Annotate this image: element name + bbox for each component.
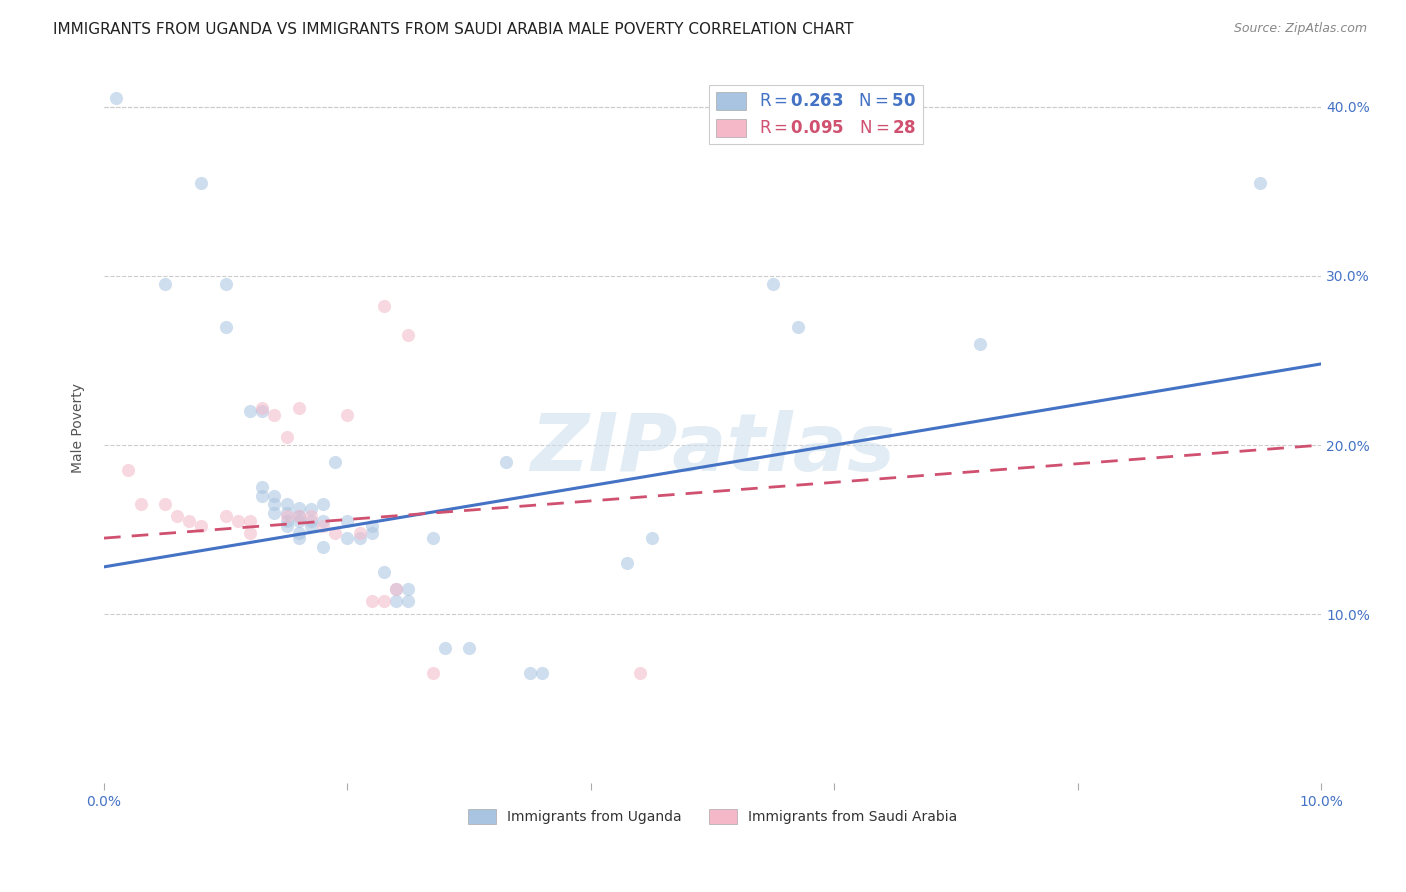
Point	[299, 509, 322, 524]
Point	[252, 404, 274, 418]
Point	[179, 514, 201, 528]
Point	[287, 500, 309, 515]
Point	[153, 277, 176, 292]
Text: IMMIGRANTS FROM UGANDA VS IMMIGRANTS FROM SAUDI ARABIA MALE POVERTY CORRELATION : IMMIGRANTS FROM UGANDA VS IMMIGRANTS FRO…	[53, 22, 853, 37]
Point	[373, 593, 395, 607]
Point	[252, 401, 274, 415]
Text: ZIPatlas: ZIPatlas	[530, 410, 896, 489]
Point	[276, 429, 298, 443]
Point	[336, 408, 359, 422]
Point	[239, 404, 262, 418]
Point	[495, 455, 517, 469]
Point	[166, 509, 188, 524]
Point	[641, 531, 664, 545]
Point	[190, 519, 212, 533]
Point	[1249, 176, 1271, 190]
Point	[215, 319, 238, 334]
Point	[373, 565, 395, 579]
Point	[616, 557, 638, 571]
Point	[252, 480, 274, 494]
Point	[299, 514, 322, 528]
Point	[215, 509, 238, 524]
Point	[105, 91, 128, 105]
Point	[190, 176, 212, 190]
Point	[276, 514, 298, 528]
Point	[276, 519, 298, 533]
Point	[385, 582, 408, 596]
Point	[360, 519, 382, 533]
Point	[287, 509, 309, 524]
Point	[239, 514, 262, 528]
Point	[263, 506, 285, 520]
Point	[276, 497, 298, 511]
Point	[276, 509, 298, 524]
Point	[373, 299, 395, 313]
Point	[287, 509, 309, 524]
Point	[287, 401, 309, 415]
Point	[628, 666, 651, 681]
Point	[252, 489, 274, 503]
Point	[263, 489, 285, 503]
Point	[786, 319, 808, 334]
Point	[360, 526, 382, 541]
Point	[349, 531, 371, 545]
Point	[323, 526, 346, 541]
Point	[336, 531, 359, 545]
Point	[385, 593, 408, 607]
Point	[360, 593, 382, 607]
Point	[153, 497, 176, 511]
Point	[396, 593, 419, 607]
Point	[312, 540, 335, 554]
Point	[287, 526, 309, 541]
Point	[433, 641, 456, 656]
Point	[312, 497, 335, 511]
Point	[312, 514, 335, 528]
Point	[287, 514, 309, 528]
Point	[129, 497, 152, 511]
Point	[531, 666, 554, 681]
Point	[396, 582, 419, 596]
Point	[396, 328, 419, 343]
Point	[458, 641, 481, 656]
Point	[336, 514, 359, 528]
Point	[299, 519, 322, 533]
Point	[299, 502, 322, 516]
Point	[762, 277, 785, 292]
Point	[287, 531, 309, 545]
Point	[276, 506, 298, 520]
Point	[215, 277, 238, 292]
Point	[263, 408, 285, 422]
Point	[519, 666, 541, 681]
Y-axis label: Male Poverty: Male Poverty	[72, 384, 86, 473]
Point	[385, 582, 408, 596]
Point	[969, 336, 991, 351]
Point	[422, 531, 444, 545]
Point	[263, 497, 285, 511]
Legend: Immigrants from Uganda, Immigrants from Saudi Arabia: Immigrants from Uganda, Immigrants from …	[463, 804, 963, 830]
Point	[422, 666, 444, 681]
Point	[349, 526, 371, 541]
Text: Source: ZipAtlas.com: Source: ZipAtlas.com	[1233, 22, 1367, 36]
Point	[239, 526, 262, 541]
Point	[323, 455, 346, 469]
Point	[117, 463, 139, 477]
Point	[226, 514, 249, 528]
Point	[312, 519, 335, 533]
